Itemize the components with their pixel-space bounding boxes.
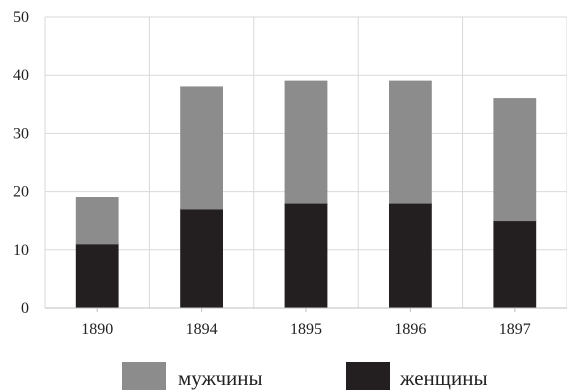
x-tick-label: 1890: [81, 321, 113, 338]
x-tick-label: 1896: [394, 321, 426, 338]
bar-men-1894: [180, 86, 224, 210]
x-tick-labels: 1890 1894 1895 1896 1897: [81, 321, 531, 338]
bar-women-1894: [180, 208, 224, 309]
y-tick-label: 10: [13, 242, 29, 259]
bar-men-1896: [388, 80, 432, 204]
axes: [45, 307, 567, 312]
bars: [75, 80, 537, 309]
x-tick-label: 1894: [186, 321, 218, 338]
bar-men-1890: [75, 197, 119, 245]
legend-label-men: мужчины: [178, 366, 263, 390]
bar-men-1895: [284, 80, 328, 204]
bar-women-1897: [493, 220, 537, 309]
legend: мужчины женщины: [122, 362, 488, 390]
y-tick-label: 40: [13, 67, 29, 84]
y-tick-label: 20: [13, 184, 29, 201]
bar-men-1897: [493, 98, 537, 222]
y-tick-labels: 0 10 20 30 40 50: [13, 9, 29, 317]
bar-women-1895: [284, 202, 328, 309]
y-tick-label: 0: [21, 300, 29, 317]
bar-women-1896: [388, 202, 432, 309]
legend-swatch-men: [122, 362, 166, 390]
y-tick-label: 50: [13, 9, 29, 26]
bar-women-1890: [75, 243, 119, 309]
legend-swatch-women: [346, 362, 390, 390]
y-tick-label: 30: [13, 125, 29, 142]
x-tick-label: 1895: [290, 321, 322, 338]
legend-label-women: женщины: [399, 366, 488, 390]
x-tick-label: 1897: [499, 321, 531, 338]
